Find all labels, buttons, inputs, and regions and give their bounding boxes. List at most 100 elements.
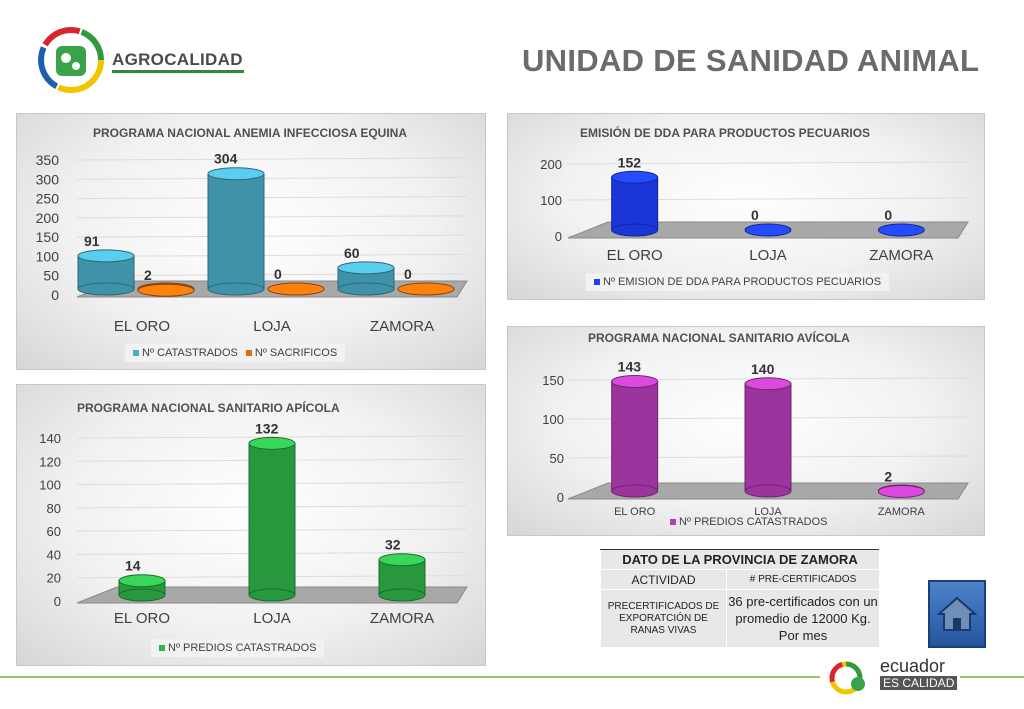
- chart-legend: Nº EMISION DE DDA PARA PRODUCTOS PECUARI…: [586, 273, 890, 291]
- y-tick-label: 50: [43, 268, 59, 284]
- brand-name: AGROCALIDAD: [112, 50, 243, 69]
- x-tick-label: ZAMORA: [869, 247, 933, 264]
- data-label: 91: [84, 233, 100, 249]
- x-tick-label: EL ORO: [114, 318, 170, 335]
- y-tick-label: 100: [540, 193, 562, 208]
- chart-panel-avicola: PROGRAMA NACIONAL SANITARIO AVÍCOLA 0 50 1…: [507, 326, 985, 536]
- chart-legend: Nº PREDIOS CATASTRADOS: [662, 513, 835, 531]
- bar-top: [744, 223, 792, 237]
- plot-area: 0 100 200 152 EL ORO 0 LOJA 0 ZAMORA: [540, 154, 969, 264]
- bar-top: [137, 283, 195, 297]
- bar-top: [118, 574, 166, 588]
- chart-legend: Nº CATASTRADOS Nº SACRIFICOS: [125, 344, 346, 362]
- bar-base: [378, 588, 426, 602]
- home-button[interactable]: [928, 580, 986, 648]
- y-tick-label: 100: [39, 478, 61, 493]
- y-tick-label: 100: [36, 248, 60, 264]
- bar-base: [744, 484, 792, 498]
- legend-swatch: [159, 645, 165, 651]
- page-title: UNIDAD DE SANIDAD ANIMAL: [522, 43, 980, 78]
- data-label: 2: [144, 267, 152, 283]
- chart-panel-dda: EMISIÓN DE DDA PARA PRODUCTOS PECUARIOS …: [507, 113, 985, 300]
- bar-base: [248, 588, 296, 602]
- chart-apicola: 0 20 40 60 80 100 120 140 14 EL ORO 132 LOJA 32 ZAMOR…: [39, 420, 468, 627]
- x-tick-label: LOJA: [253, 610, 291, 627]
- table-cell-value: 36 pre-certificados con un promedio de 1…: [726, 589, 880, 648]
- gridline: [76, 234, 468, 238]
- zamora-data-table: DATO DE LA PROVINCIA DE ZAMORA ACTIVIDAD…: [600, 549, 880, 648]
- gridline: [76, 157, 468, 161]
- y-tick-label: 120: [39, 454, 61, 469]
- home-icon: [937, 596, 977, 631]
- chart-panel-apicola: PROGRAMA NACIONAL SANITARIO APÍCOLA 0 20 4…: [16, 384, 486, 666]
- chart-avicola: 0 50 100 150 143 EL ORO 140 LOJA 2 ZAMORA: [542, 358, 969, 518]
- legend-swatch: [594, 279, 600, 285]
- legend-swatch: [245, 350, 252, 356]
- bar-base: [337, 282, 395, 296]
- bar-top: [877, 223, 925, 237]
- y-tick-label: 20: [47, 571, 61, 586]
- legend-item: Nº EMISION DE DDA PARA PRODUCTOS PECUARI…: [594, 276, 881, 288]
- legend-item: Nº PREDIOS CATASTRADOS: [159, 642, 316, 654]
- chart-title: EMISIÓN DE DDA PARA PRODUCTOS PECUARIOS: [580, 126, 871, 140]
- y-tick-label: 150: [542, 373, 564, 388]
- bar-base: [118, 588, 166, 602]
- data-label: 140: [751, 361, 775, 377]
- bar: [611, 380, 659, 492]
- x-tick-label: LOJA: [754, 506, 782, 518]
- y-tick-label: 200: [540, 157, 562, 172]
- bar-base: [77, 282, 135, 296]
- y-tick-label: 250: [36, 191, 60, 207]
- ecuador-logo: ecuador ES CALIDAD: [820, 656, 960, 696]
- table-header-activity: ACTIVIDAD: [600, 569, 727, 590]
- legend-label: Nº PREDIOS CATASTRADOS: [679, 516, 828, 528]
- data-label: 0: [884, 207, 892, 223]
- x-tick-label: ZAMORA: [370, 610, 434, 627]
- table-header-count: # PRE-CERTIFICADOS: [726, 569, 880, 590]
- y-tick-label: 0: [557, 490, 564, 505]
- y-tick-label: 0: [555, 229, 562, 244]
- x-tick-label: EL ORO: [607, 247, 663, 264]
- chart-legend: Nº PREDIOS CATASTRADOS: [151, 639, 325, 657]
- y-tick-label: 60: [47, 524, 61, 539]
- x-tick-label: EL ORO: [614, 506, 656, 518]
- legend-label: Nº EMISION DE DDA PARA PRODUCTOS PECUARI…: [603, 276, 882, 288]
- legend-label: Nº CATASTRADOS: [142, 347, 238, 359]
- data-label: 0: [274, 266, 282, 282]
- plot-area: 0 50 100 150 143 EL ORO 140 LOJA 2 ZAMORA: [542, 358, 969, 518]
- bar: [248, 442, 296, 596]
- gridline: [76, 176, 468, 180]
- chart-title: PROGRAMA NACIONAL ANEMIA INFECCIOSA EQUI…: [93, 126, 408, 140]
- gridline: [567, 161, 969, 165]
- chart-title: PROGRAMA NACIONAL SANITARIO AVÍCOLA: [588, 331, 850, 345]
- bar: [744, 383, 792, 492]
- es-calidad-text: ES CALIDAD: [880, 676, 958, 690]
- gridline: [76, 215, 468, 219]
- y-tick-label: 300: [36, 171, 60, 187]
- x-tick-label: ZAMORA: [878, 506, 926, 518]
- bar-top: [77, 249, 135, 263]
- plot-area: 0 50 100 150 200 250 300 350 91 2 EL ORO 304 0 LOJA 60…: [36, 151, 468, 335]
- bar-base: [611, 484, 659, 498]
- bar-top: [378, 553, 426, 567]
- legend-label: Nº SACRIFICOS: [254, 347, 338, 359]
- chart-title: PROGRAMA NACIONAL SANITARIO APÍCOLA: [77, 401, 340, 415]
- data-label: 60: [344, 245, 360, 261]
- y-tick-label: 80: [47, 501, 61, 516]
- data-label: 143: [618, 358, 642, 374]
- y-tick-label: 140: [39, 431, 61, 446]
- ecuador-text: ecuador: [880, 656, 946, 676]
- bar-base: [611, 223, 659, 237]
- y-tick-label: 0: [51, 287, 59, 303]
- bar-top: [248, 436, 296, 450]
- data-label: 2: [884, 468, 892, 484]
- y-tick-label: 150: [36, 229, 60, 245]
- x-tick-label: EL ORO: [114, 610, 170, 627]
- gridline: [76, 273, 468, 277]
- brand-underline: [112, 70, 244, 73]
- bar: [611, 176, 659, 231]
- table-title: DATO DE LA PROVINCIA DE ZAMORA: [600, 549, 880, 570]
- data-label: 132: [255, 420, 279, 436]
- chart-equina: 0 50 100 150 200 250 300 350 91 2 EL ORO 304 0 LOJA 60…: [36, 151, 468, 335]
- x-tick-label: LOJA: [253, 318, 291, 335]
